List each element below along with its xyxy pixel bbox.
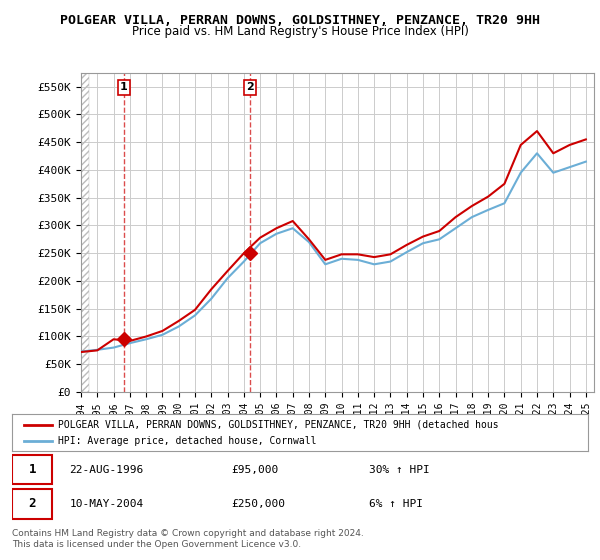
Text: POLGEAR VILLA, PERRAN DOWNS, GOLDSITHNEY, PENZANCE, TR20 9HH: POLGEAR VILLA, PERRAN DOWNS, GOLDSITHNEY… [60, 14, 540, 27]
Text: Contains HM Land Registry data © Crown copyright and database right 2024.
This d: Contains HM Land Registry data © Crown c… [12, 529, 364, 549]
Text: 2: 2 [246, 82, 254, 92]
Text: £95,000: £95,000 [231, 465, 278, 475]
Text: HPI: Average price, detached house, Cornwall: HPI: Average price, detached house, Corn… [58, 436, 317, 446]
Text: £250,000: £250,000 [231, 499, 285, 509]
FancyBboxPatch shape [12, 455, 52, 484]
Text: 6% ↑ HPI: 6% ↑ HPI [369, 499, 423, 509]
Text: Price paid vs. HM Land Registry's House Price Index (HPI): Price paid vs. HM Land Registry's House … [131, 25, 469, 38]
Text: 30% ↑ HPI: 30% ↑ HPI [369, 465, 430, 475]
Text: POLGEAR VILLA, PERRAN DOWNS, GOLDSITHNEY, PENZANCE, TR20 9HH (detached hous: POLGEAR VILLA, PERRAN DOWNS, GOLDSITHNEY… [58, 419, 499, 430]
Text: 10-MAY-2004: 10-MAY-2004 [70, 499, 144, 509]
Text: 22-AUG-1996: 22-AUG-1996 [70, 465, 144, 475]
FancyBboxPatch shape [12, 489, 52, 519]
Text: 2: 2 [28, 497, 36, 511]
Text: 1: 1 [28, 463, 36, 476]
Text: 1: 1 [120, 82, 128, 92]
